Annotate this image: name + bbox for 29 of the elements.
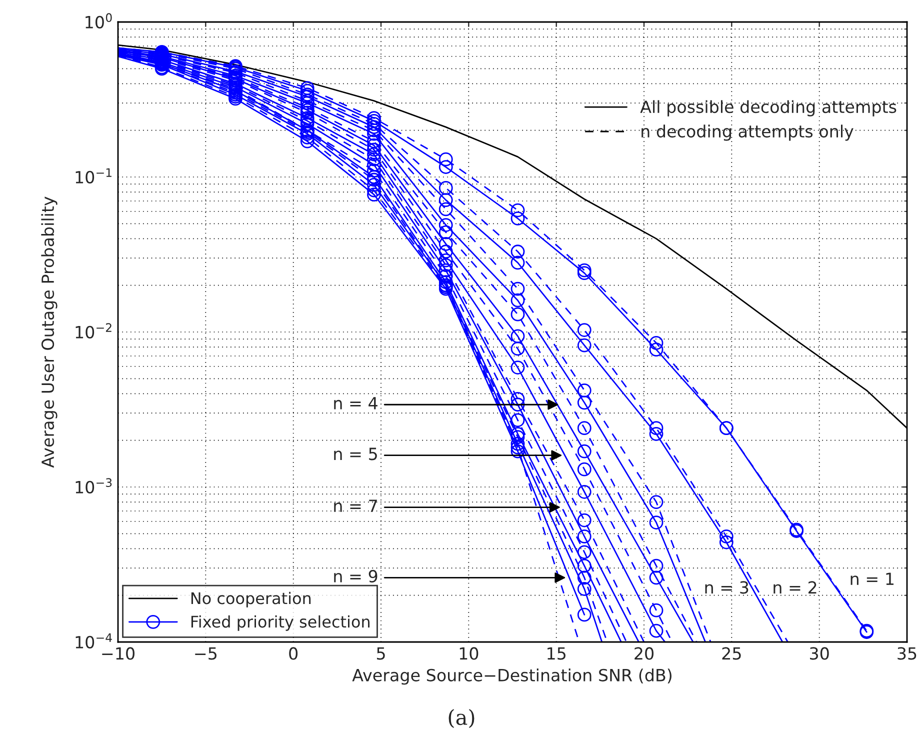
annotation: n = 2 [774,581,816,594]
x-tick-label: 35 [898,647,916,660]
y-tick-label: 10$^{−2}$ [76,323,112,338]
y-axis-title: Average User Outage Probability [41,196,58,468]
x-tick-label: 30 [810,647,829,660]
legend-label: Fixed priority selection [191,615,370,631]
x-tick-label: 15 [548,647,566,660]
annotation: n decoding attempts only [642,124,854,141]
y-tick-label: 10$^{0}$ [86,13,112,28]
x-tick-label: 10 [460,647,478,660]
y-tick-label: 10$^{−1}$ [76,168,112,184]
x-tick-label: 25 [722,647,741,660]
x-tick-label: −5 [195,647,216,660]
x-tick-label: −10 [102,647,134,660]
annotation: n = 7 [334,500,377,512]
y-tick-label: 10$^{−3}$ [76,478,112,494]
y-tick-label: 10$^{−4}$ [76,633,112,648]
x-axis-title: Average Source−Destination SNR (dB) [352,668,672,685]
annotation: n = 5 [334,448,377,460]
x-tick-label: 20 [634,647,654,660]
text: (a) [448,708,474,728]
annotation: n = 3 [705,581,748,594]
x-tick-label: 5 [376,647,385,660]
annotation: n = 9 [334,570,378,583]
x-tick-label: 0 [289,647,298,660]
legend-label: No cooperation [191,592,311,608]
annotation: All possible decoding attempts [640,100,896,116]
annotation: n = 1 [850,572,894,585]
annotation: n = 4 [334,397,378,410]
